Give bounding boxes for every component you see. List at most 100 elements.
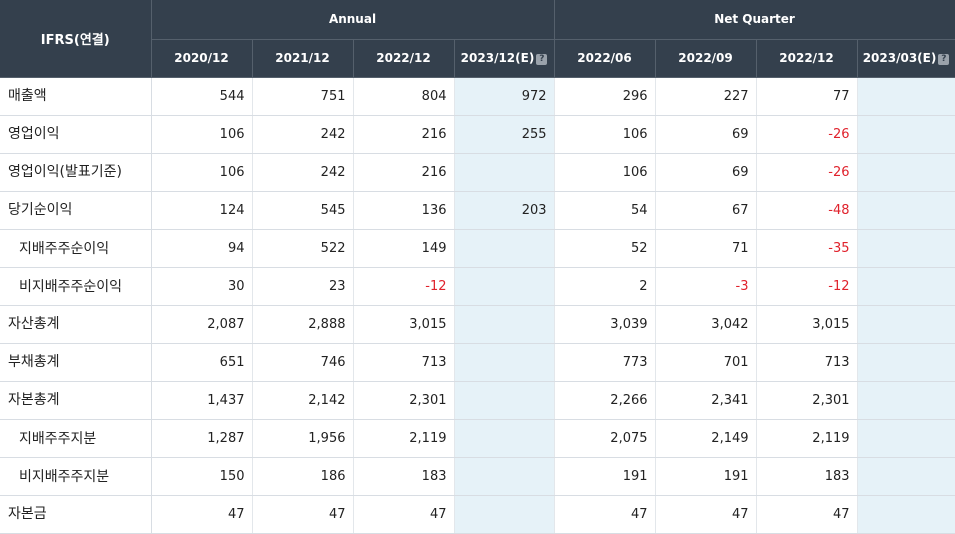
- table-cell: -12: [353, 267, 455, 306]
- table-cell: 2,149: [655, 419, 757, 458]
- table-cell: [454, 343, 555, 382]
- table-cell: 3,015: [756, 305, 858, 344]
- table-cell: [454, 495, 555, 534]
- table-cell: 3,039: [554, 305, 656, 344]
- table-cell: 203: [454, 191, 555, 230]
- row-label: 영업이익(발표기준): [0, 153, 152, 192]
- table-cell: 136: [353, 191, 455, 230]
- table-cell: 2,266: [554, 381, 656, 420]
- col-header-label: 2023/03(E): [862, 51, 937, 65]
- table-cell: 124: [151, 191, 253, 230]
- table-cell: 2: [554, 267, 656, 306]
- table-cell: 77: [756, 77, 858, 116]
- table-cell: 1,287: [151, 419, 253, 458]
- table-cell: [454, 229, 555, 268]
- col-header: 2022/12: [353, 39, 455, 78]
- table-cell: 106: [554, 115, 656, 154]
- annual-header: Annual: [151, 0, 555, 40]
- table-cell: 30: [151, 267, 253, 306]
- row-label: 자본총계: [0, 381, 152, 420]
- table-cell: 701: [655, 343, 757, 382]
- table-cell: 47: [655, 495, 757, 534]
- table-cell: 545: [252, 191, 354, 230]
- table-cell: 746: [252, 343, 354, 382]
- table-cell: 2,119: [756, 419, 858, 458]
- table-row: 지배주주순이익 94 522 149 52 71 -35: [0, 229, 955, 268]
- row-label: 자산총계: [0, 305, 152, 344]
- table-row: 비지배주주지분 150 186 183 191 191 183: [0, 457, 955, 496]
- table-cell: 106: [151, 115, 253, 154]
- row-label: 자본금: [0, 495, 152, 534]
- table-cell: [857, 267, 955, 306]
- table-cell: 242: [252, 115, 354, 154]
- table-cell: [857, 419, 955, 458]
- table-cell: 67: [655, 191, 757, 230]
- help-icon[interactable]: ?: [938, 54, 950, 65]
- col-header: 2022/09: [655, 39, 757, 78]
- help-icon[interactable]: ?: [536, 54, 548, 65]
- table-cell: 186: [252, 457, 354, 496]
- table-cell: [857, 457, 955, 496]
- table-cell: 183: [756, 457, 858, 496]
- table-cell: 54: [554, 191, 656, 230]
- ifrs-consolidated-header: IFRS(연결): [0, 0, 152, 78]
- table-cell: [857, 381, 955, 420]
- table-body: 매출액 544 751 804 972 296 227 77 영업이익 106 242 216 255 1…: [0, 77, 955, 534]
- col-header-label: 2022/09: [678, 51, 733, 65]
- table-cell: 713: [353, 343, 455, 382]
- table-cell: 242: [252, 153, 354, 192]
- table-row: 자본총계 1,437 2,142 2,301 2,266 2,341 2,301: [0, 381, 955, 420]
- table-cell: 71: [655, 229, 757, 268]
- table-cell: 544: [151, 77, 253, 116]
- table-cell: 47: [554, 495, 656, 534]
- row-label: 당기순이익: [0, 191, 152, 230]
- table-cell: 2,888: [252, 305, 354, 344]
- table-cell: [454, 153, 555, 192]
- col-header: 2021/12: [252, 39, 354, 78]
- table-cell: 713: [756, 343, 858, 382]
- table-row: 매출액 544 751 804 972 296 227 77: [0, 77, 955, 116]
- table-cell: 150: [151, 457, 253, 496]
- col-header-label: 2021/12: [275, 51, 330, 65]
- table-cell: [454, 305, 555, 344]
- table-row: 자산총계 2,087 2,888 3,015 3,039 3,042 3,015: [0, 305, 955, 344]
- table-cell: 2,142: [252, 381, 354, 420]
- col-header: 2020/12: [151, 39, 253, 78]
- table-cell: [857, 495, 955, 534]
- table-cell: 106: [151, 153, 253, 192]
- table-cell: [454, 381, 555, 420]
- table-cell: -26: [756, 115, 858, 154]
- table-cell: -35: [756, 229, 858, 268]
- table-cell: 106: [554, 153, 656, 192]
- row-label: 지배주주순이익: [0, 229, 152, 268]
- table-cell: [454, 419, 555, 458]
- table-cell: -26: [756, 153, 858, 192]
- table-cell: 1,956: [252, 419, 354, 458]
- table-cell: 52: [554, 229, 656, 268]
- table-cell: [857, 343, 955, 382]
- table-cell: 69: [655, 153, 757, 192]
- table-cell: 1,437: [151, 381, 253, 420]
- col-header-label: 2022/12: [376, 51, 431, 65]
- table-cell: 751: [252, 77, 354, 116]
- table-cell: 972: [454, 77, 555, 116]
- table-cell: [857, 191, 955, 230]
- table-cell: -48: [756, 191, 858, 230]
- table-cell: 94: [151, 229, 253, 268]
- table-cell: 2,341: [655, 381, 757, 420]
- col-header: 2022/06: [554, 39, 656, 78]
- table-cell: [454, 267, 555, 306]
- table-cell: 3,042: [655, 305, 757, 344]
- table-cell: 149: [353, 229, 455, 268]
- table-row: 영업이익(발표기준) 106 242 216 106 69 -26: [0, 153, 955, 192]
- table-cell: 191: [554, 457, 656, 496]
- table-row: 지배주주지분 1,287 1,956 2,119 2,075 2,149 2,119: [0, 419, 955, 458]
- table-cell: 69: [655, 115, 757, 154]
- row-label: 매출액: [0, 77, 152, 116]
- table-cell: 2,119: [353, 419, 455, 458]
- table-cell: [454, 457, 555, 496]
- table-cell: 773: [554, 343, 656, 382]
- table-cell: 2,301: [353, 381, 455, 420]
- table-row: 부채총계 651 746 713 773 701 713: [0, 343, 955, 382]
